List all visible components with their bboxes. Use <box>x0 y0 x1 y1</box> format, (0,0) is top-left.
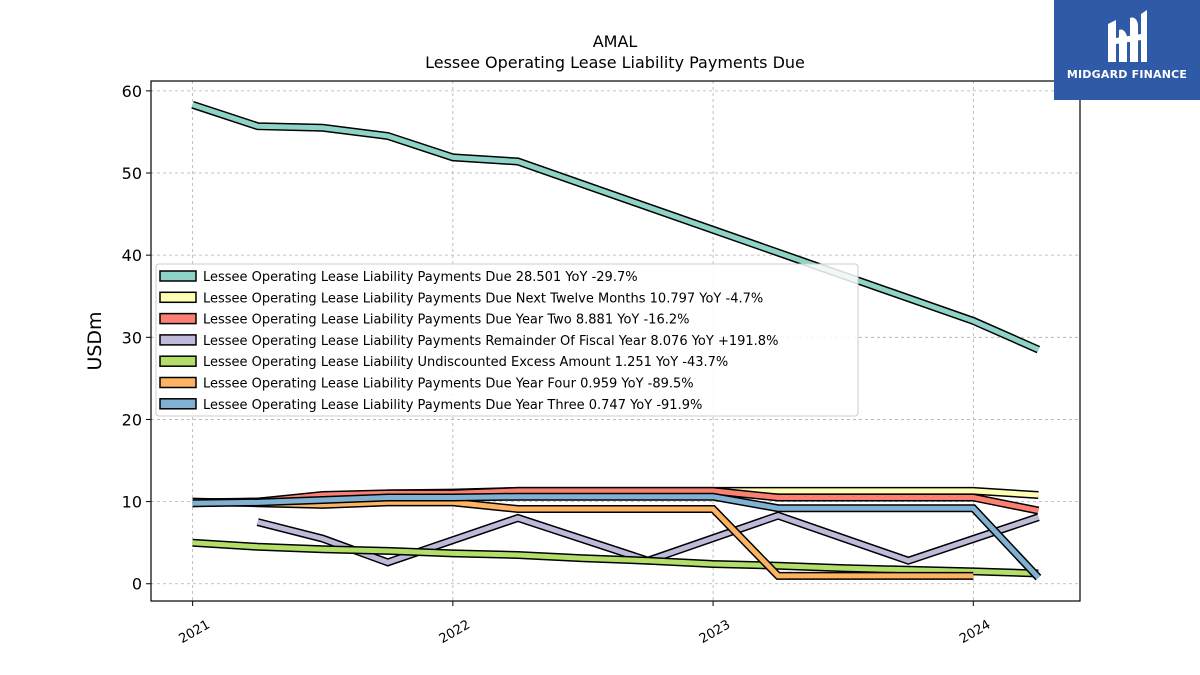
series-line-5 <box>192 540 1039 576</box>
legend-swatch <box>159 291 197 304</box>
y-tick-label: 30 <box>122 328 142 347</box>
brand-logo: MIDGARD FINANCE <box>1054 0 1200 100</box>
x-tick-label: 2023 <box>697 617 733 647</box>
series-layer <box>191 101 1042 581</box>
y-tick-label: 40 <box>122 246 142 265</box>
legend-label: Lessee Operating Lease Liability Payment… <box>203 334 778 349</box>
legend-label: Lessee Operating Lease Liability Payment… <box>203 377 694 392</box>
legend-swatch <box>159 398 197 410</box>
legend-label: Lessee Operating Lease Liability Payment… <box>203 398 702 413</box>
legend-label: Lessee Operating Lease Liability Undisco… <box>203 355 728 370</box>
legend-swatch <box>159 355 197 367</box>
brand-name: MIDGARD FINANCE <box>1066 68 1188 81</box>
series-line-4 <box>257 512 1040 566</box>
legend-label: Lessee Operating Lease Liability Payment… <box>203 291 763 306</box>
chart-title: AMAL <box>593 32 638 51</box>
y-tick-label: 0 <box>132 575 142 594</box>
y-axis-label: USDm <box>84 311 106 370</box>
x-tick-label: 2021 <box>176 617 212 647</box>
logo-mark-icon <box>1108 10 1147 62</box>
x-tick-label: 2024 <box>957 617 993 647</box>
plot-frame <box>150 80 1081 602</box>
legend-swatch <box>159 312 197 325</box>
y-tick-label: 60 <box>122 82 142 101</box>
x-tick-label: 2022 <box>437 617 473 647</box>
series-line-1 <box>191 102 1040 352</box>
chart-subtitle: Lessee Operating Lease Liability Payment… <box>425 53 805 72</box>
y-tick-label: 50 <box>122 164 142 183</box>
y-tick-label: 20 <box>122 410 142 429</box>
legend-label: Lessee Operating Lease Liability Payment… <box>203 270 638 285</box>
legend-swatch <box>159 270 197 282</box>
legend: Lessee Operating Lease Liability Payment… <box>155 263 859 417</box>
series-line-7 <box>192 494 1041 580</box>
y-tick-label: 10 <box>122 493 142 512</box>
legend-label: Lessee Operating Lease Liability Payment… <box>203 313 689 328</box>
legend-box <box>155 263 859 417</box>
legend-swatch <box>159 334 197 346</box>
legend-swatch <box>159 376 197 389</box>
